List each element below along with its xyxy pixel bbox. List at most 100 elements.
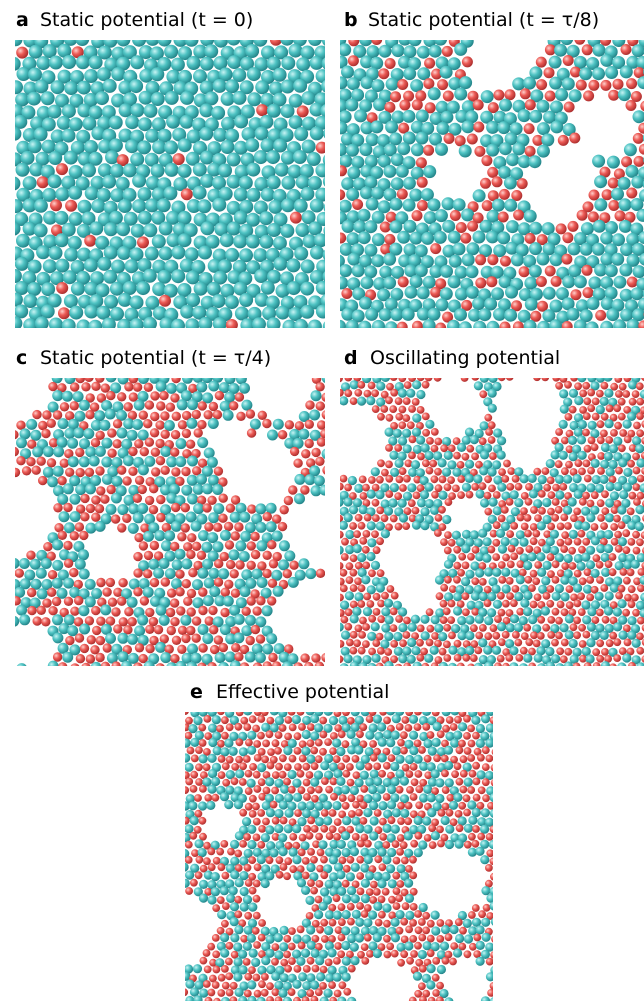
particle <box>618 521 626 529</box>
particle <box>462 453 470 461</box>
particle <box>199 754 208 763</box>
particle <box>64 32 78 46</box>
particle <box>320 919 328 927</box>
particle <box>80 512 89 521</box>
particle <box>636 647 644 655</box>
particle <box>338 43 351 56</box>
particle <box>226 989 234 997</box>
particle <box>470 624 478 632</box>
particle <box>422 459 430 467</box>
particle <box>478 910 486 918</box>
particle <box>165 91 179 105</box>
particle <box>480 498 489 507</box>
particle <box>43 446 54 457</box>
particle <box>408 405 416 413</box>
particle <box>321 653 330 662</box>
particle <box>462 562 470 570</box>
particle <box>164 420 175 431</box>
particle <box>417 654 425 662</box>
particle <box>445 498 453 506</box>
particle <box>325 959 333 967</box>
particle <box>431 831 440 840</box>
particle <box>499 872 507 880</box>
particle <box>124 607 133 616</box>
particle <box>186 440 195 449</box>
particle <box>340 585 348 593</box>
particle <box>619 333 632 346</box>
particle <box>41 558 52 569</box>
particle <box>519 663 528 672</box>
particle <box>548 491 556 499</box>
particle <box>574 319 587 332</box>
particle <box>52 614 63 625</box>
particle <box>464 747 472 755</box>
particle <box>378 770 386 778</box>
particle <box>448 646 457 655</box>
particle <box>582 538 590 546</box>
particle <box>272 661 281 670</box>
particle <box>166 662 177 673</box>
particle <box>354 484 363 493</box>
particle <box>337 763 345 771</box>
particle <box>601 382 609 390</box>
particle <box>267 762 275 770</box>
particle <box>473 934 481 942</box>
particle <box>273 139 287 153</box>
particle <box>371 254 384 267</box>
particle <box>70 511 81 522</box>
particle <box>608 200 619 211</box>
particle <box>19 558 30 569</box>
particle <box>52 632 63 643</box>
particle <box>91 662 102 673</box>
particle <box>328 140 342 154</box>
particle <box>299 834 307 842</box>
particle <box>159 222 173 236</box>
particle <box>358 209 371 222</box>
particle <box>399 467 407 475</box>
particle <box>249 763 257 771</box>
particle <box>253 974 261 982</box>
particle <box>560 405 569 414</box>
particle <box>592 413 600 421</box>
particle <box>632 609 640 617</box>
particle <box>619 429 627 437</box>
particle <box>280 32 294 46</box>
particle <box>196 474 207 485</box>
particle <box>542 624 550 632</box>
panel-letter: a <box>16 9 29 31</box>
particle <box>199 785 207 793</box>
particle <box>504 177 517 190</box>
particle <box>629 398 637 406</box>
particle <box>273 586 284 597</box>
particle <box>222 982 230 990</box>
particle <box>618 458 627 467</box>
particle <box>249 949 258 958</box>
particle <box>400 918 408 926</box>
particle <box>321 809 329 817</box>
particle <box>235 392 244 401</box>
particle <box>95 504 104 513</box>
particle <box>365 731 374 740</box>
particle <box>143 223 157 237</box>
particle <box>397 322 408 333</box>
particle <box>336 594 344 602</box>
particle <box>341 553 349 561</box>
particle <box>283 746 292 755</box>
particle <box>440 600 448 608</box>
particle <box>629 492 637 500</box>
particle <box>624 374 632 382</box>
particle <box>194 282 208 296</box>
particle <box>315 755 323 763</box>
particle <box>136 281 150 295</box>
particle <box>303 825 311 833</box>
particle <box>500 748 508 756</box>
particle <box>225 540 234 549</box>
particle <box>270 801 278 809</box>
particle <box>473 122 484 133</box>
particle <box>183 597 192 606</box>
particle <box>37 457 46 466</box>
particle <box>182 739 191 748</box>
particle <box>16 163 30 177</box>
particle <box>551 450 560 459</box>
particle <box>314 475 325 486</box>
